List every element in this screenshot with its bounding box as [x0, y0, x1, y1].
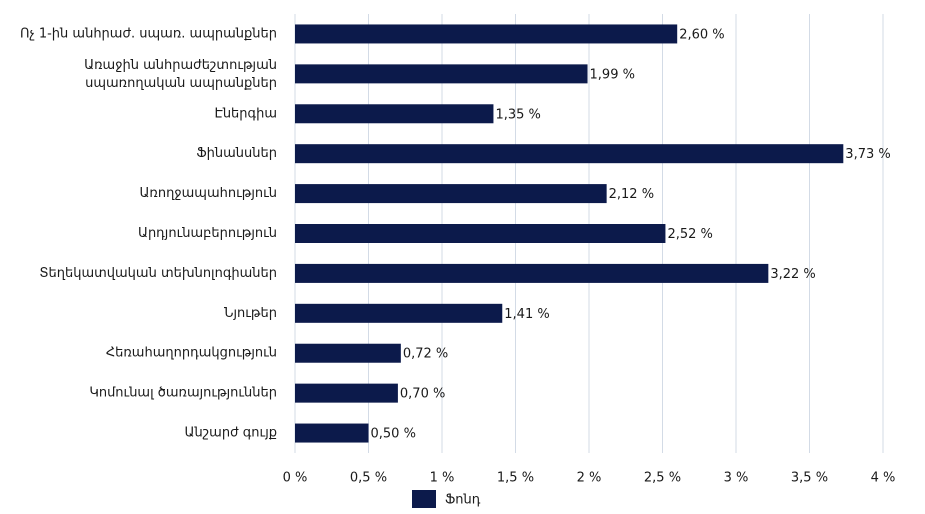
y-tick-label: Անշարժ գույք — [184, 426, 277, 441]
legend-label: Ֆոնդ — [445, 493, 481, 508]
x-tick-label: 0,5 % — [350, 471, 387, 486]
data-label: 1,41 % — [504, 307, 549, 322]
bar — [295, 383, 398, 403]
y-tick-label: Առաջին անհրաժեշտության սպառողական ապրանքն… — [84, 57, 277, 90]
x-tick-label: 2 % — [577, 471, 602, 486]
data-label: 0,50 % — [371, 427, 416, 442]
y-tick-label: Ոչ 1-ին անհրաժ. սպառ. ապրանքներ — [20, 26, 277, 41]
data-label: 2,52 % — [667, 227, 712, 242]
data-label: 3,22 % — [770, 267, 815, 282]
y-tick-label: Արդյունաբերություն — [138, 226, 277, 241]
y-tick-label: Ֆինանսներ — [196, 146, 277, 161]
x-tick-label: 1 % — [430, 471, 455, 486]
bar — [295, 263, 769, 283]
data-label: 0,70 % — [400, 387, 445, 402]
bar — [295, 144, 844, 164]
data-label: 2,12 % — [609, 187, 654, 202]
y-tick-label: Կոմունալ ծառայություններ — [89, 386, 277, 401]
x-tick-label: 0 % — [283, 471, 308, 486]
y-tick-label: Տեղեկատվական տեխնոլոգիաներ — [39, 266, 277, 281]
data-label: 2,60 % — [679, 27, 724, 42]
y-tick-label: Նյութեր — [224, 306, 277, 321]
bar — [295, 184, 607, 204]
bar — [295, 224, 666, 243]
data-label: 1,99 % — [590, 67, 635, 82]
bar — [295, 24, 678, 44]
y-tick-label: Առողջապահություն — [139, 186, 277, 201]
y-tick-label: Էներգիա — [215, 106, 278, 121]
x-tick-label: 4 % — [871, 471, 896, 486]
legend-swatch — [412, 490, 436, 508]
bar — [295, 303, 503, 323]
x-tick-label: 1,5 % — [497, 471, 534, 486]
y-tick-label: Հեռահաղորդակցություն — [106, 346, 277, 361]
x-tick-label: 3 % — [724, 471, 749, 486]
bar — [295, 104, 494, 124]
data-label: 1,35 % — [495, 107, 540, 122]
x-tick-label: 3,5 % — [791, 471, 828, 486]
data-label: 3,73 % — [845, 147, 890, 162]
bar — [295, 64, 588, 84]
label-line: սպառողական ապրանքներ — [85, 75, 277, 90]
label-line: Առաջին անհրաժեշտության — [84, 57, 277, 72]
data-label: 0,72 % — [403, 347, 448, 362]
bar — [295, 423, 369, 443]
x-tick-label: 2,5 % — [644, 471, 681, 486]
bar — [295, 343, 401, 363]
